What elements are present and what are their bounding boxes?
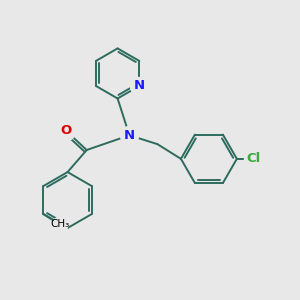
Text: O: O bbox=[61, 124, 72, 137]
Text: CH₃: CH₃ bbox=[50, 219, 69, 229]
Text: Cl: Cl bbox=[246, 152, 260, 165]
Text: N: N bbox=[134, 80, 145, 92]
Text: N: N bbox=[124, 129, 135, 142]
